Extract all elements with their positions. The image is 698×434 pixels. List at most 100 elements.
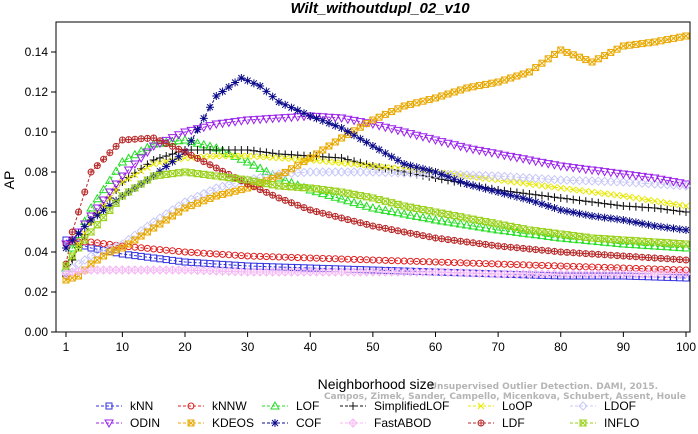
data-point xyxy=(137,135,145,143)
x-tick-label: 40 xyxy=(304,340,318,354)
data-point xyxy=(632,253,640,261)
data-point xyxy=(123,166,134,176)
y-tick-label: 0.04 xyxy=(25,245,49,259)
data-point xyxy=(137,167,145,175)
data-point xyxy=(575,209,584,218)
y-tick-label: 0.14 xyxy=(25,45,49,59)
legend: kNN kNNW LOF SimplifiedLOF LoOP LDOF ODIN KDEOS… xyxy=(96,399,639,430)
data-point xyxy=(330,167,341,177)
data-point xyxy=(194,154,202,162)
data-point xyxy=(280,114,291,123)
data-point xyxy=(681,181,691,191)
data-point xyxy=(555,162,566,172)
data-point xyxy=(231,78,240,87)
data-point xyxy=(150,134,158,142)
data-point xyxy=(481,184,490,193)
data-point xyxy=(656,204,665,213)
data-point xyxy=(262,188,270,196)
x-axis-label: Neighborhood size xyxy=(318,376,435,392)
data-point xyxy=(419,232,427,240)
legend-item-knnw: kNNW xyxy=(178,399,247,413)
data-point xyxy=(494,78,502,86)
data-point xyxy=(525,196,534,204)
data-point xyxy=(381,224,389,232)
data-point xyxy=(81,188,89,196)
watermark: Campos, Zimek, Sander, Campello, Micenko… xyxy=(324,382,686,402)
data-point xyxy=(480,222,491,232)
data-point xyxy=(550,50,558,58)
data-point xyxy=(386,167,397,178)
data-point xyxy=(562,163,572,172)
data-point xyxy=(324,190,334,199)
data-point xyxy=(356,161,364,169)
data-point xyxy=(212,152,220,160)
data-point xyxy=(562,175,572,185)
data-point xyxy=(513,72,521,80)
y-tick-label: 0.02 xyxy=(25,285,49,299)
data-point xyxy=(349,116,359,126)
data-point xyxy=(557,248,565,256)
data-point xyxy=(449,217,460,227)
data-point xyxy=(80,255,90,265)
data-point xyxy=(493,224,503,234)
data-point xyxy=(582,187,590,195)
data-point xyxy=(650,222,659,230)
data-point xyxy=(168,157,177,166)
data-point xyxy=(286,113,297,123)
data-point xyxy=(125,240,133,248)
data-point xyxy=(632,194,640,202)
data-point xyxy=(537,158,547,168)
data-point xyxy=(237,74,246,82)
data-point xyxy=(662,180,672,190)
data-point xyxy=(111,180,121,190)
data-point xyxy=(186,194,196,204)
data-point xyxy=(669,34,677,42)
data-point xyxy=(112,142,120,150)
data-point xyxy=(387,165,396,174)
data-point xyxy=(275,154,283,162)
data-point xyxy=(612,169,622,179)
data-point xyxy=(287,199,295,207)
legend-item-kdeos: KDEOS xyxy=(178,416,254,430)
data-point xyxy=(455,142,466,152)
data-point xyxy=(167,205,178,215)
legend-item-odin: ODIN xyxy=(96,416,160,430)
data-point xyxy=(112,196,121,205)
data-point xyxy=(313,150,321,158)
data-point xyxy=(518,228,529,237)
data-point xyxy=(400,160,409,168)
data-point xyxy=(569,195,578,204)
data-point xyxy=(212,164,220,172)
data-point xyxy=(319,209,327,217)
data-point xyxy=(374,122,384,131)
data-point xyxy=(267,114,278,124)
data-point xyxy=(236,117,247,126)
data-point xyxy=(218,87,227,96)
data-point xyxy=(118,136,126,144)
data-point xyxy=(231,152,239,160)
data-point xyxy=(162,216,170,224)
legend-label: COF xyxy=(296,416,321,430)
series-line xyxy=(65,149,687,277)
data-point xyxy=(505,152,516,162)
data-point xyxy=(150,224,158,232)
data-point xyxy=(269,154,277,161)
data-point xyxy=(225,152,233,160)
legend-item-fastabod: FastABOD xyxy=(340,416,432,430)
data-point xyxy=(338,214,346,222)
data-point xyxy=(601,251,609,259)
data-point xyxy=(631,218,640,227)
data-point xyxy=(331,138,339,146)
data-point xyxy=(156,159,164,167)
data-point xyxy=(368,167,378,177)
data-point xyxy=(645,196,652,204)
data-point xyxy=(637,178,647,188)
data-point xyxy=(117,172,128,182)
data-point xyxy=(100,155,108,163)
data-point xyxy=(599,176,610,187)
data-point xyxy=(400,228,408,236)
data-point xyxy=(274,98,283,106)
data-point xyxy=(256,153,264,161)
data-point xyxy=(99,214,108,222)
data-point xyxy=(393,207,403,217)
